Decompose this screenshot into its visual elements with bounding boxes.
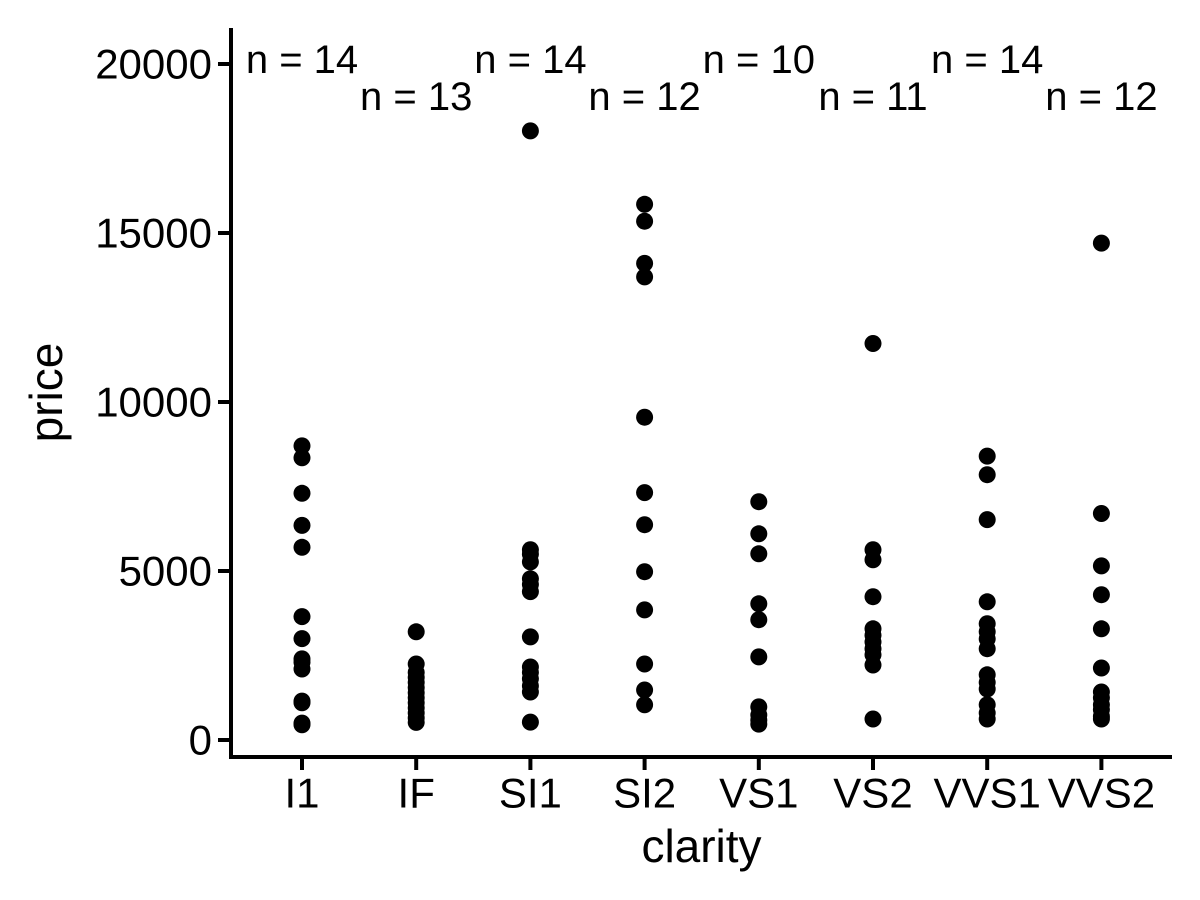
data-point — [750, 611, 768, 629]
data-point — [636, 212, 654, 230]
data-point — [521, 713, 539, 731]
data-point — [978, 710, 996, 728]
data-point — [293, 484, 311, 502]
data-point — [293, 660, 311, 678]
data-point — [636, 268, 654, 286]
data-point — [750, 525, 768, 543]
x-tick-label: VS2 — [833, 770, 912, 817]
data-point — [636, 601, 654, 619]
data-point — [636, 696, 654, 714]
x-tick-label: SI1 — [499, 770, 562, 817]
data-point — [1092, 620, 1110, 638]
x-axis-title: clarity — [641, 820, 761, 872]
data-point — [636, 516, 654, 534]
data-point — [750, 545, 768, 563]
data-point — [293, 608, 311, 626]
data-point — [1092, 710, 1110, 728]
data-point — [1092, 505, 1110, 522]
data-point — [864, 335, 882, 352]
data-point — [864, 656, 882, 674]
x-tick-label: VS1 — [719, 770, 798, 817]
data-point — [978, 466, 996, 484]
data-point — [978, 680, 996, 698]
data-point — [521, 553, 539, 571]
count-annotation: n = 12 — [588, 75, 700, 119]
data-point — [978, 511, 996, 529]
x-tick-label: VVS1 — [933, 770, 1040, 817]
count-annotation: n = 14 — [931, 38, 1043, 82]
data-point — [750, 715, 768, 733]
data-point — [407, 623, 425, 641]
data-point — [864, 588, 882, 606]
data-point — [293, 538, 311, 556]
count-annotation: n = 14 — [474, 38, 586, 82]
data-point — [864, 710, 882, 728]
y-tick-label: 20000 — [95, 41, 212, 88]
data-point — [407, 713, 425, 731]
count-annotation: n = 14 — [246, 38, 358, 82]
data-point — [1092, 659, 1110, 677]
data-point — [750, 648, 768, 666]
count-annotation: n = 13 — [360, 75, 472, 119]
data-point — [750, 493, 768, 511]
data-point — [521, 628, 539, 646]
data-point — [521, 683, 539, 701]
data-point — [978, 593, 996, 611]
data-point — [636, 254, 654, 272]
y-axis-title: price — [20, 343, 72, 443]
x-tick-label: VVS2 — [1048, 770, 1155, 817]
data-point — [293, 437, 311, 455]
y-tick-label: 10000 — [95, 379, 212, 426]
data-point — [978, 447, 996, 465]
data-point — [636, 563, 654, 581]
data-point — [864, 551, 882, 569]
data-point — [293, 630, 311, 648]
data-point — [293, 716, 311, 734]
x-tick-label: SI2 — [613, 770, 676, 817]
y-tick-label: 15000 — [95, 210, 212, 257]
y-tick-label: 0 — [189, 717, 212, 764]
data-point — [521, 583, 539, 601]
data-point — [636, 681, 654, 699]
data-point — [636, 484, 654, 502]
data-point — [1092, 234, 1110, 252]
count-annotation: n = 11 — [818, 75, 927, 119]
y-tick-label: 5000 — [119, 548, 212, 595]
x-tick-label: IF — [398, 770, 435, 817]
count-annotation: n = 10 — [703, 38, 815, 82]
data-point — [636, 408, 654, 426]
count-annotation: n = 12 — [1045, 75, 1157, 119]
data-point — [750, 595, 768, 613]
data-point — [293, 516, 311, 534]
data-point — [636, 195, 654, 213]
data-point — [521, 122, 539, 140]
data-point — [293, 694, 311, 712]
x-tick-label: I1 — [284, 770, 319, 817]
data-point — [978, 640, 996, 658]
data-point — [293, 449, 311, 467]
data-point — [1092, 557, 1110, 575]
data-point — [1092, 586, 1110, 604]
data-point — [636, 655, 654, 673]
